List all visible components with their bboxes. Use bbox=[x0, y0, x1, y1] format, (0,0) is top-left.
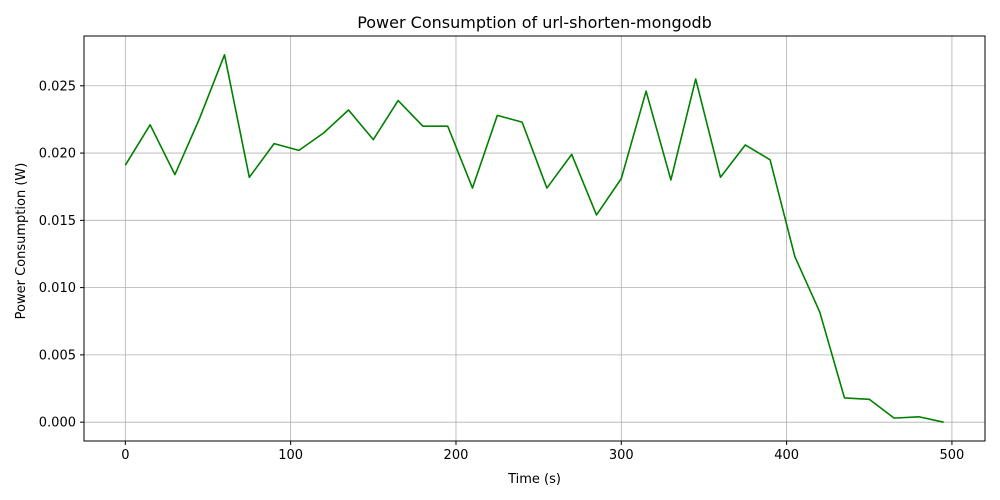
data-point bbox=[521, 121, 524, 124]
x-tick-label: 300 bbox=[609, 448, 634, 463]
x-tick-label: 100 bbox=[278, 448, 303, 463]
data-point bbox=[769, 158, 772, 161]
y-tick-label: 0.025 bbox=[39, 79, 76, 94]
data-point bbox=[198, 117, 201, 120]
y-axis-label: Power Consumption (W) bbox=[14, 163, 29, 320]
data-point bbox=[570, 153, 573, 156]
data-point bbox=[297, 149, 300, 152]
data-point bbox=[545, 187, 548, 190]
data-point bbox=[496, 114, 499, 117]
data-point bbox=[372, 138, 375, 141]
series-line bbox=[124, 54, 944, 423]
data-point bbox=[868, 398, 871, 401]
grid bbox=[84, 36, 985, 441]
data-point bbox=[843, 396, 846, 399]
x-tick-label: 500 bbox=[940, 448, 965, 463]
data-point bbox=[248, 176, 251, 179]
series-layer bbox=[124, 53, 945, 424]
ticks: 0 100 200 300 400 500 0.000 0.005 0.010 0.015 0.02… bbox=[39, 79, 965, 463]
data-point bbox=[793, 255, 796, 258]
y-tick-label: 0.000 bbox=[39, 416, 76, 431]
data-point bbox=[273, 142, 276, 145]
data-point bbox=[595, 213, 598, 216]
data-point bbox=[744, 143, 747, 146]
data-point bbox=[645, 90, 648, 93]
data-point bbox=[173, 173, 176, 176]
data-point bbox=[322, 131, 325, 134]
x-tick-label: 0 bbox=[121, 448, 129, 463]
y-tick-label: 0.010 bbox=[39, 281, 76, 296]
y-tick-label: 0.015 bbox=[39, 214, 76, 229]
data-point bbox=[446, 125, 449, 128]
data-point bbox=[694, 78, 697, 81]
y-tick-label: 0.020 bbox=[39, 147, 76, 162]
data-point bbox=[397, 99, 400, 102]
y-tick-label: 0.005 bbox=[39, 348, 76, 363]
data-point bbox=[620, 177, 623, 180]
data-point bbox=[917, 415, 920, 418]
data-point bbox=[942, 421, 945, 424]
x-axis-label: Time (s) bbox=[507, 472, 561, 487]
data-point bbox=[719, 176, 722, 179]
x-tick-label: 400 bbox=[774, 448, 799, 463]
data-point bbox=[421, 125, 424, 128]
chart-title: Power Consumption of url-shorten-mongodb bbox=[357, 13, 712, 32]
data-point bbox=[124, 164, 127, 167]
data-point bbox=[149, 123, 152, 126]
data-point bbox=[347, 109, 350, 112]
data-point bbox=[893, 417, 896, 420]
data-point bbox=[471, 187, 474, 190]
plot-frame bbox=[83, 35, 986, 442]
data-point bbox=[669, 178, 672, 181]
x-tick-label: 200 bbox=[444, 448, 469, 463]
data-point bbox=[223, 53, 226, 56]
data-point bbox=[818, 310, 821, 313]
